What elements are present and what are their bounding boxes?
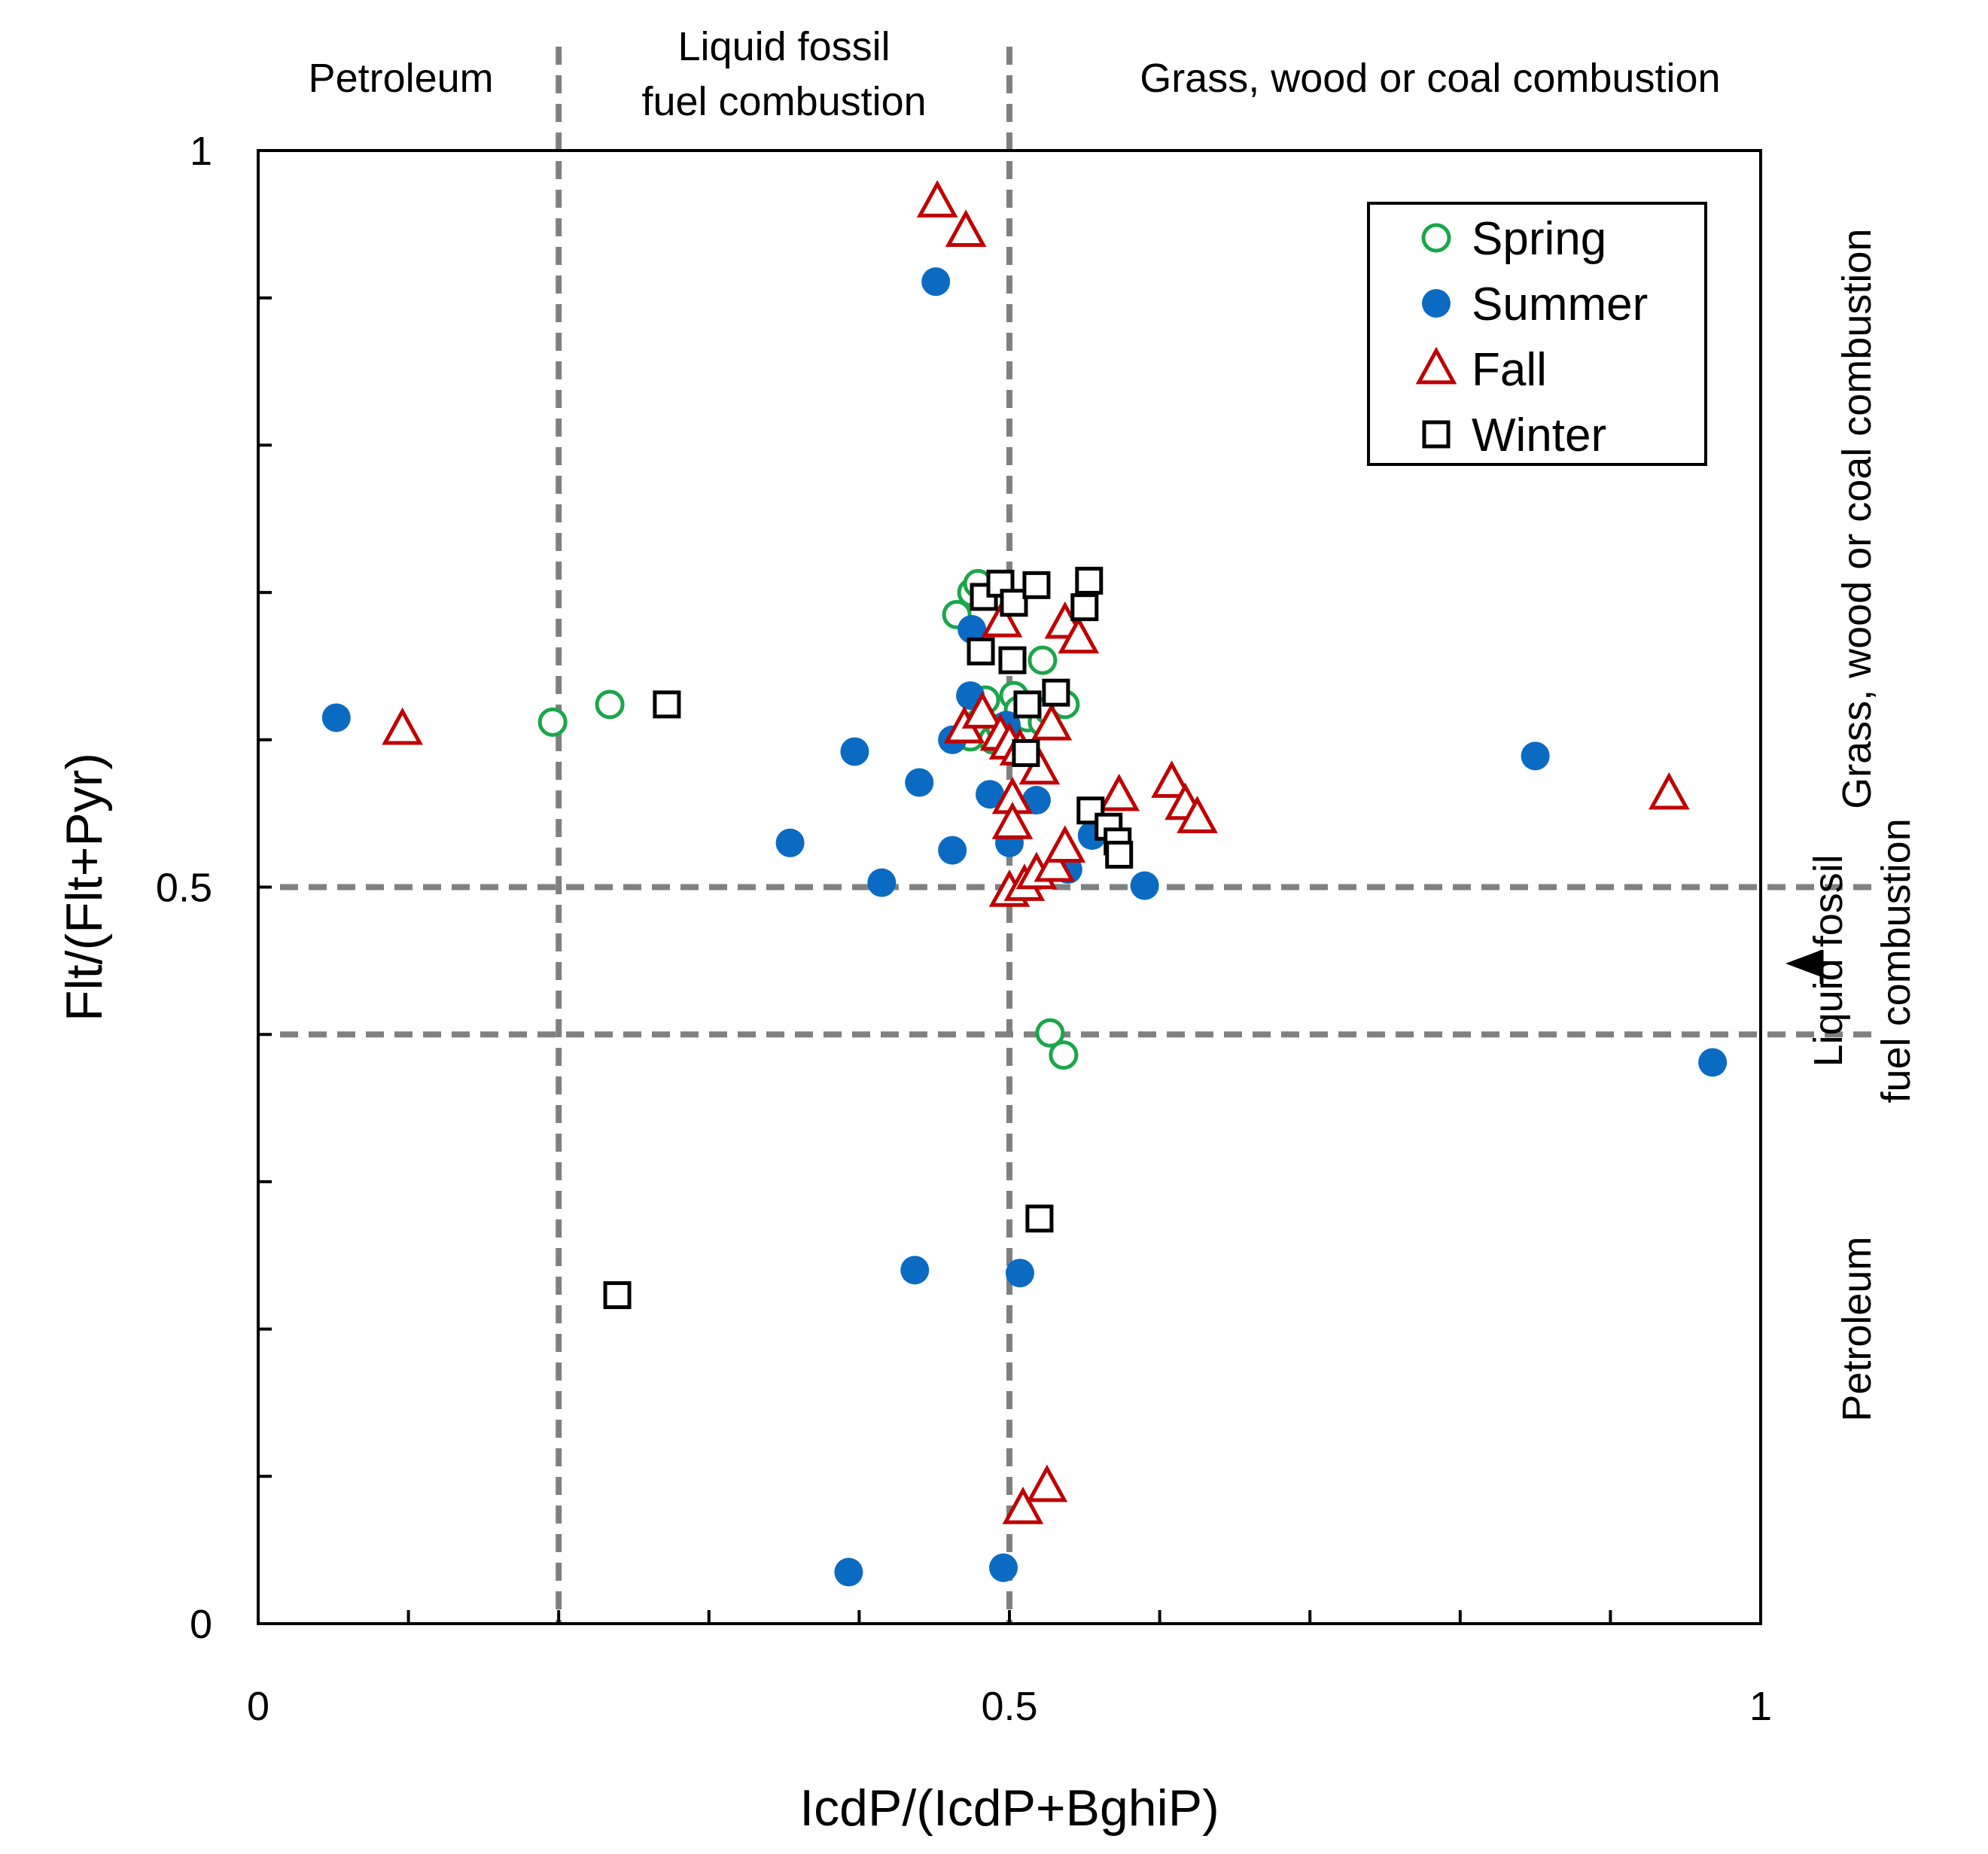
legend-marker-fall bbox=[1415, 346, 1457, 385]
summer-point bbox=[957, 615, 987, 644]
fall-point bbox=[961, 691, 1003, 729]
fall-point bbox=[1058, 616, 1100, 654]
y-tick-label: 1 bbox=[190, 129, 212, 174]
spring-point bbox=[1027, 645, 1058, 675]
legend-marker-winter bbox=[1422, 420, 1451, 449]
summer-point bbox=[976, 780, 1005, 809]
winter-point bbox=[653, 690, 681, 719]
summer-point bbox=[989, 1553, 1018, 1582]
fall-point bbox=[1026, 1464, 1068, 1502]
legend: Spring Summer Fall Winter bbox=[1367, 202, 1707, 466]
summer-point bbox=[775, 828, 805, 857]
legend-label: Spring bbox=[1472, 213, 1606, 265]
summer-point bbox=[1005, 1259, 1034, 1288]
summer-point bbox=[840, 737, 869, 766]
spring-point bbox=[537, 707, 568, 737]
winter-point bbox=[1012, 738, 1040, 767]
fall-point bbox=[1044, 825, 1086, 863]
winter-point bbox=[1070, 593, 1099, 622]
x-tick-label: 0.5 bbox=[981, 1684, 1037, 1729]
legend-label: Fall bbox=[1472, 344, 1547, 396]
winter-point bbox=[1000, 589, 1028, 617]
summer-point bbox=[1130, 871, 1159, 900]
winter-point bbox=[998, 646, 1027, 674]
data-points bbox=[321, 180, 1728, 1587]
winter-point bbox=[967, 637, 995, 665]
right-region-label: Grass, wood or coal combustion bbox=[1834, 229, 1880, 809]
fall-point bbox=[916, 180, 958, 218]
summer-point bbox=[1698, 1048, 1728, 1077]
series-winter bbox=[603, 566, 1134, 1310]
legend-marker-summer bbox=[1422, 289, 1451, 318]
fall-point bbox=[945, 209, 987, 247]
winter-point bbox=[1075, 566, 1104, 595]
fall-point bbox=[1002, 1487, 1044, 1524]
y-tick-label: 0.5 bbox=[156, 866, 212, 911]
summer-point bbox=[1521, 741, 1550, 771]
up-arrow-icon bbox=[1786, 950, 1824, 984]
top-region-label: fuel combustion bbox=[641, 79, 926, 124]
fall-point bbox=[1031, 702, 1073, 741]
region-labels: Petroleum Liquid fossil fuel combustion Gra… bbox=[309, 24, 1919, 1422]
summer-point bbox=[867, 868, 897, 897]
fall-point bbox=[382, 707, 423, 745]
winter-point bbox=[1042, 678, 1070, 707]
spring-point bbox=[1049, 1040, 1079, 1070]
fall-point bbox=[1034, 844, 1076, 882]
top-region-label: Grass, wood or coal combustion bbox=[1140, 56, 1720, 101]
fall-point bbox=[1648, 772, 1690, 810]
y-tick-label: 0 bbox=[190, 1602, 212, 1647]
fall-point bbox=[991, 802, 1034, 839]
fall-point bbox=[1177, 796, 1218, 833]
winter-point bbox=[1013, 690, 1042, 719]
axis-tick-labels: 0 0.5 1 0 0.5 1 bbox=[156, 129, 1772, 1729]
winter-point bbox=[603, 1281, 632, 1310]
right-region-label: Petroleum bbox=[1834, 1237, 1880, 1422]
summer-point bbox=[938, 836, 967, 865]
summer-point bbox=[900, 1256, 930, 1285]
series-fall bbox=[382, 180, 1690, 1524]
legend-marker-spring bbox=[1421, 223, 1451, 253]
x-tick-label: 1 bbox=[1749, 1684, 1772, 1729]
right-region-label: fuel combustion bbox=[1874, 818, 1919, 1103]
legend-label: Winter bbox=[1472, 409, 1606, 461]
fall-point bbox=[1151, 760, 1192, 798]
spring-point bbox=[1035, 1018, 1065, 1048]
fall-point bbox=[1098, 773, 1140, 811]
winter-point bbox=[1022, 571, 1051, 599]
axis-ticks bbox=[258, 296, 1612, 1624]
top-region-label: Liquid fossil bbox=[678, 24, 890, 69]
winter-point bbox=[1025, 1204, 1054, 1233]
summer-point bbox=[321, 703, 351, 732]
fall-point bbox=[981, 599, 1023, 638]
top-region-label: Petroleum bbox=[309, 56, 494, 101]
y-axis-title: Flt/(Flt+Pyr) bbox=[56, 753, 113, 1021]
legend-label: Summer bbox=[1472, 279, 1648, 330]
summer-point bbox=[921, 267, 951, 297]
spring-point bbox=[595, 690, 625, 720]
summer-point bbox=[905, 768, 934, 797]
x-tick-label: 0 bbox=[247, 1684, 269, 1729]
x-axis-title: IcdP/(IcdP+BghiP) bbox=[799, 1779, 1219, 1837]
summer-point bbox=[834, 1557, 863, 1587]
winter-point bbox=[1105, 840, 1134, 869]
